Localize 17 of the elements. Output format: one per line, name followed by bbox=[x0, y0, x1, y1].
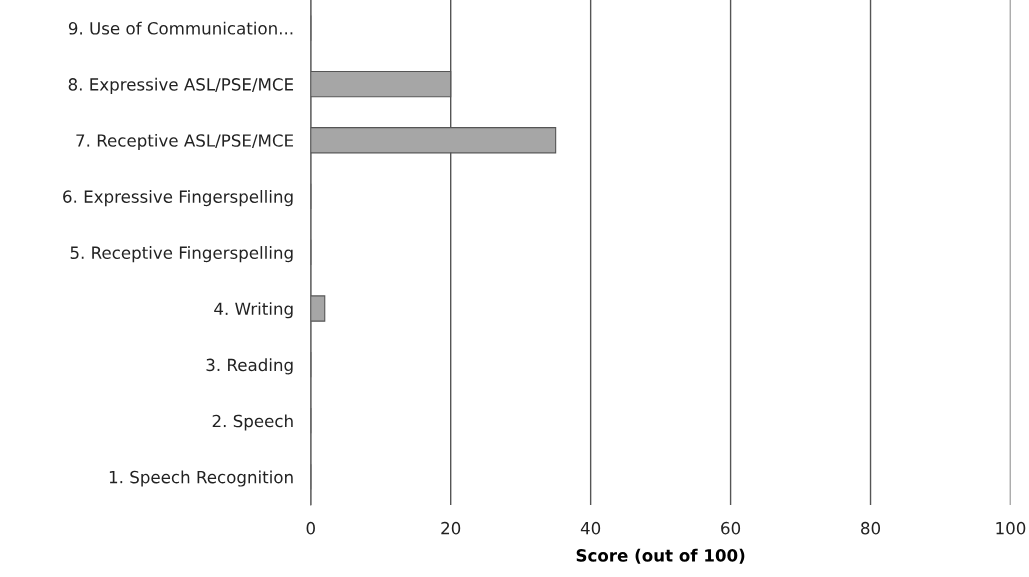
x-tick-label: 60 bbox=[721, 521, 741, 535]
y-tick-label: 4. Writing bbox=[214, 302, 293, 319]
y-tick-label: 3. Reading bbox=[206, 358, 293, 375]
y-tick-label: 9. Use of Communication... bbox=[68, 21, 293, 35]
y-tick-label: 2. Speech bbox=[212, 414, 293, 431]
bar bbox=[310, 295, 326, 322]
x-tick-label: 20 bbox=[441, 521, 461, 535]
y-tick-label: 5. Receptive Fingerspelling bbox=[70, 246, 293, 263]
x-tick-label: 40 bbox=[580, 521, 601, 535]
x-tick-label: 80 bbox=[861, 521, 881, 535]
x-tick-label: 100 bbox=[996, 521, 1026, 535]
y-tick-label: 7. Receptive ASL/PSE/MCE bbox=[76, 133, 294, 151]
x-axis-title: Score (out of 100) bbox=[576, 548, 745, 564]
x-tick-label: 0 bbox=[306, 521, 315, 535]
y-tick-label: 1. Speech Recognition bbox=[109, 470, 293, 487]
y-tick-label: 6. Expressive Fingerspelling bbox=[63, 190, 293, 207]
y-tick-label: 8. Expressive ASL/PSE/MCE bbox=[68, 77, 294, 94]
